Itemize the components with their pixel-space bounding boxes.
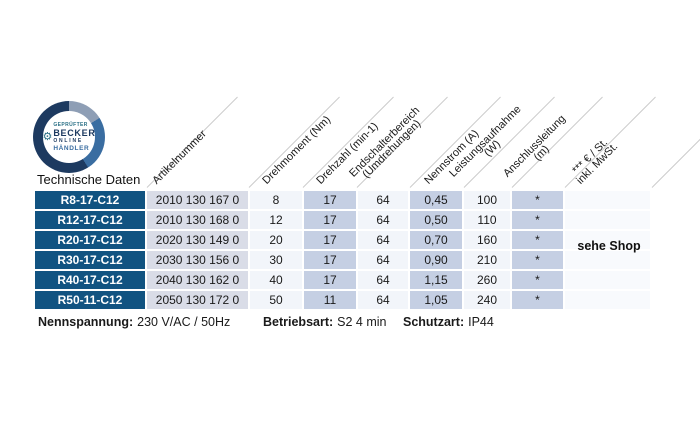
drehzahl-cell: 17: [304, 231, 356, 249]
price-cell: [565, 271, 650, 289]
badge-inner: ⚙ GEPRÜFTER BECKER ONLINE HÄNDLER: [42, 111, 96, 163]
endschalterbereich-cell: 64: [358, 291, 408, 309]
table-row: R50-11-C12 2050 130 172 0 50 11 64 1,05 …: [35, 291, 650, 309]
artikelnummer-cell: 2010 130 168 0: [147, 211, 248, 229]
price-cell: [565, 291, 650, 309]
price-cell: [565, 231, 650, 249]
column-header-preis: *** € / St. inkl. MwSt.: [570, 136, 621, 187]
gear-icon: ⚙: [42, 130, 53, 144]
footer-schutzart: Schutzart: IP44: [403, 315, 494, 329]
table-row: R30-17-C12 2030 130 156 0 30 17 64 0,90 …: [35, 251, 650, 269]
anschlussleitung-cell: *: [512, 271, 563, 289]
drehmoment-cell: 8: [250, 191, 302, 209]
footer-betriebsart: Betriebsart: S2 4 min: [263, 315, 387, 329]
drehmoment-cell: 30: [250, 251, 302, 269]
leistungsaufnahme-cell: 110: [464, 211, 510, 229]
nennstrom-cell: 1,15: [410, 271, 462, 289]
leistungsaufnahme-cell: 210: [464, 251, 510, 269]
column-header-artikelnummer: Artikelnummer: [150, 128, 209, 187]
drehzahl-cell: 17: [304, 271, 356, 289]
price-cell: [565, 211, 650, 229]
badge-line-becker: BECKER: [53, 127, 96, 138]
drehmoment-cell: 50: [250, 291, 302, 309]
anschlussleitung-cell: *: [512, 291, 563, 309]
endschalterbereich-cell: 64: [358, 271, 408, 289]
anschlussleitung-cell: *: [512, 251, 563, 269]
becker-online-haendler-badge: ⚙ GEPRÜFTER BECKER ONLINE HÄNDLER: [33, 101, 105, 173]
artikelnummer-cell: 2020 130 149 0: [147, 231, 248, 249]
model-cell: R40-17-C12: [35, 271, 145, 289]
shop-note: sehe Shop: [577, 239, 641, 253]
endschalterbereich-cell: 64: [358, 211, 408, 229]
header-divider: [651, 96, 700, 188]
drehzahl-cell: 17: [304, 251, 356, 269]
leistungsaufnahme-cell: 100: [464, 191, 510, 209]
leistungsaufnahme-cell: 260: [464, 271, 510, 289]
artikelnummer-cell: 2010 130 167 0: [147, 191, 248, 209]
nennstrom-cell: 1,05: [410, 291, 462, 309]
badge-line-online: ONLINE: [53, 138, 84, 145]
price-cell: [565, 191, 650, 209]
nennstrom-cell: 0,50: [410, 211, 462, 229]
model-cell: R12-17-C12: [35, 211, 145, 229]
table-row: R20-17-C12 2020 130 149 0 20 17 64 0,70 …: [35, 231, 650, 249]
nennstrom-cell: 0,70: [410, 231, 462, 249]
leistungsaufnahme-cell: 240: [464, 291, 510, 309]
drehzahl-cell: 17: [304, 191, 356, 209]
endschalterbereich-cell: 64: [358, 251, 408, 269]
drehmoment-cell: 20: [250, 231, 302, 249]
leistungsaufnahme-cell: 160: [464, 231, 510, 249]
artikelnummer-cell: 2030 130 156 0: [147, 251, 248, 269]
model-cell: R8-17-C12: [35, 191, 145, 209]
artikelnummer-cell: 2050 130 172 0: [147, 291, 248, 309]
drehmoment-cell: 12: [250, 211, 302, 229]
badge-line-haendler: HÄNDLER: [53, 144, 90, 152]
section-title: Technische Daten: [37, 172, 141, 187]
model-cell: R50-11-C12: [35, 291, 145, 309]
artikelnummer-cell: 2040 130 162 0: [147, 271, 248, 289]
endschalterbereich-cell: 64: [358, 191, 408, 209]
table-row: R8-17-C12 2010 130 167 0 8 17 64 0,45 10…: [35, 191, 650, 209]
endschalterbereich-cell: 64: [358, 231, 408, 249]
table-row: R12-17-C12 2010 130 168 0 12 17 64 0,50 …: [35, 211, 650, 229]
drehmoment-cell: 40: [250, 271, 302, 289]
price-cell: [565, 251, 650, 269]
model-cell: R20-17-C12: [35, 231, 145, 249]
footer-nennspannung: Nennspannung: 230 V/AC / 50Hz: [38, 315, 231, 329]
badge-line-gepruefter: GEPRÜFTER: [53, 121, 88, 128]
anschlussleitung-cell: *: [512, 231, 563, 249]
anschlussleitung-cell: *: [512, 191, 563, 209]
table-row: R40-17-C12 2040 130 162 0 40 17 64 1,15 …: [35, 271, 650, 289]
drehzahl-cell: 11: [304, 291, 356, 309]
drehzahl-cell: 17: [304, 211, 356, 229]
model-cell: R30-17-C12: [35, 251, 145, 269]
nennstrom-cell: 0,90: [410, 251, 462, 269]
nennstrom-cell: 0,45: [410, 191, 462, 209]
anschlussleitung-cell: *: [512, 211, 563, 229]
table-body: R8-17-C12 2010 130 167 0 8 17 64 0,45 10…: [35, 191, 650, 311]
